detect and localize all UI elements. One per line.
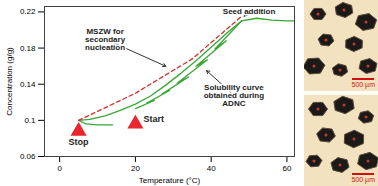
svg-text:MSZW forsecondarynucleation: MSZW forsecondarynucleation	[85, 27, 126, 52]
svg-text:0.1: 0.1	[24, 116, 36, 125]
html-text:500 µm: 500 µm	[351, 81, 375, 88]
svg-text:Temperature (°C): Temperature (°C)	[139, 176, 201, 185]
svg-text:60: 60	[282, 164, 291, 173]
svg-text:Solubility curveobtained durin: Solubility curveobtained duringADNC	[204, 83, 265, 108]
svg-text:Start: Start	[143, 114, 164, 124]
html-text:500 µm: 500 µm	[351, 176, 375, 183]
svg-text:0.14: 0.14	[20, 80, 36, 89]
svg-text:0.18: 0.18	[20, 44, 36, 53]
svg-text:40: 40	[207, 164, 216, 173]
svg-text:0: 0	[57, 164, 62, 173]
svg-text:Seed addition: Seed addition	[223, 7, 276, 16]
svg-text:Stop: Stop	[69, 137, 89, 147]
svg-text:20: 20	[131, 164, 140, 173]
svg-text:Concentration (g/g): Concentration (g/g)	[5, 47, 14, 116]
svg-text:0.22: 0.22	[20, 7, 36, 16]
svg-text:0.06: 0.06	[20, 152, 36, 161]
